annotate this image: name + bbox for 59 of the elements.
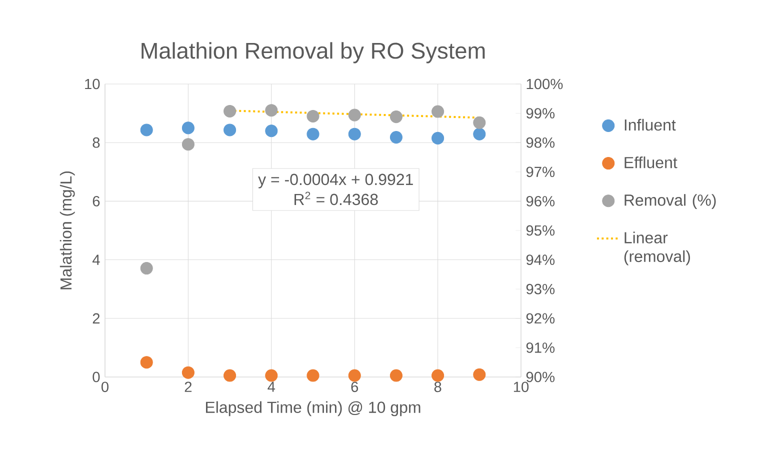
x-tick-label: 2: [184, 382, 192, 392]
y2-tick-label: 93%: [526, 284, 555, 294]
y-tick-label: 2: [92, 313, 100, 324]
y2-tick-label: 99%: [526, 108, 555, 118]
point: [265, 369, 278, 382]
point: [140, 262, 153, 275]
point: [390, 110, 402, 124]
y2-tick-label: 92%: [526, 313, 555, 324]
point: [224, 104, 236, 118]
y2-tick-label: 96%: [526, 196, 555, 206]
point: [432, 369, 444, 382]
point: [306, 128, 320, 140]
chart-title: Malathion Removal by RO System: [142, 42, 485, 64]
x-tick-label: 6: [351, 382, 358, 392]
point: [140, 356, 153, 369]
y2-tick-label: 91%: [526, 342, 555, 353]
point: [390, 131, 402, 144]
y2-tick-label: 90%: [526, 372, 555, 382]
point: [348, 128, 361, 140]
y-axis-title: Malathion (mg/L): [60, 171, 75, 290]
y-tick-label: 6: [92, 196, 100, 206]
y2-tick-label: 95%: [526, 225, 555, 236]
x-tick-label: 0: [101, 382, 108, 392]
legend-label: Linear (removal): [624, 232, 690, 266]
point: [432, 105, 444, 118]
point: [182, 366, 194, 379]
point: [182, 138, 194, 151]
point: [140, 124, 153, 136]
point: [265, 124, 278, 138]
y2-tick-label: 97%: [526, 166, 555, 178]
legend-label: Influent: [624, 118, 676, 131]
x-tick-label: 8: [434, 382, 442, 392]
y-tick-label: 10: [85, 78, 100, 90]
y-tick-label: 4: [92, 254, 100, 265]
point: [473, 128, 486, 140]
y2-tick-label: 98%: [526, 137, 555, 148]
point: [224, 124, 236, 136]
point: [306, 110, 320, 122]
y2-tick-label: 94%: [526, 254, 555, 265]
y-tick-label: 0: [92, 372, 100, 382]
point: [348, 369, 361, 382]
point: [182, 122, 194, 134]
legend-label: Effluent: [624, 156, 678, 168]
x-axis-title: Elapsed Time (min) @ 10 gpm: [206, 401, 420, 416]
point: [265, 104, 278, 117]
point: [348, 108, 361, 122]
point: [306, 369, 320, 382]
y2-tick-label: 100%: [526, 78, 563, 90]
point: [473, 116, 486, 129]
point: [224, 369, 236, 382]
legend-label: Removal (%): [624, 194, 716, 209]
x-tick-label: 4: [268, 382, 276, 392]
point: [390, 369, 402, 382]
annotation: R$^{2}$ = 0.4368: [294, 192, 378, 206]
x-tick-label: 10: [514, 382, 529, 392]
annotation: y = -0.0004x + 0.9921: [258, 174, 413, 188]
point: [473, 368, 486, 381]
point: [432, 132, 444, 144]
y-tick-label: 8: [92, 137, 100, 148]
